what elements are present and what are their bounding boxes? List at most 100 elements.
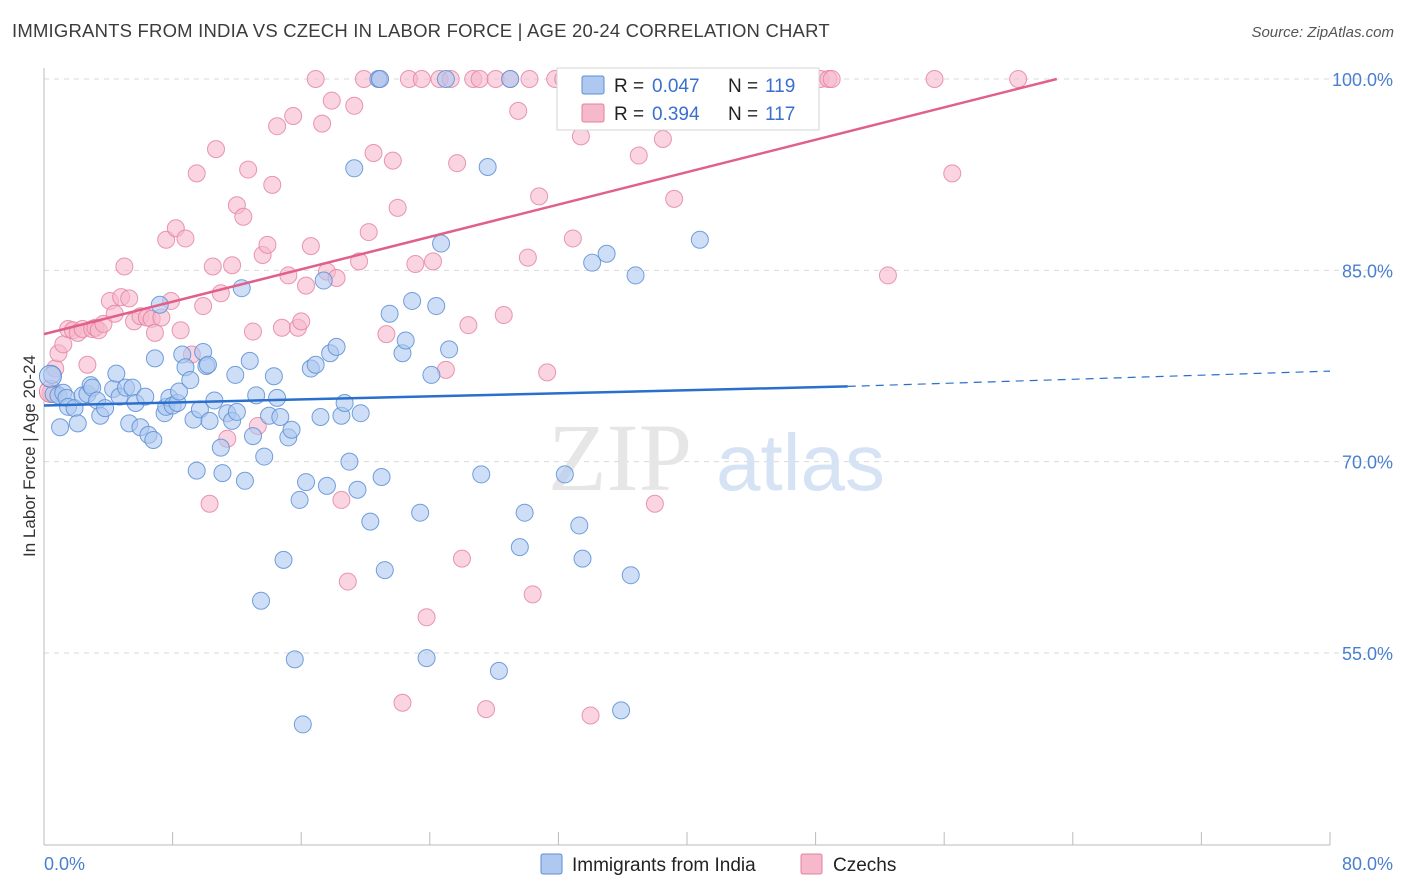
point-india xyxy=(583,253,602,272)
point-india xyxy=(621,566,640,585)
point-czechs xyxy=(424,252,443,271)
point-czechs xyxy=(322,91,341,110)
point-czechs xyxy=(459,316,478,335)
point-czechs xyxy=(350,252,369,271)
point-czechs xyxy=(243,322,262,341)
point-india xyxy=(268,388,287,407)
point-czechs xyxy=(878,266,897,285)
point-india xyxy=(375,561,394,580)
point-czechs xyxy=(284,106,303,125)
legend-r-value-india: 0.047 xyxy=(652,76,700,97)
point-czechs xyxy=(581,706,600,725)
point-india xyxy=(227,402,246,421)
point-czechs xyxy=(417,608,436,627)
point-czechs xyxy=(263,175,282,194)
legend-swatch-india xyxy=(581,75,605,95)
point-india xyxy=(472,465,491,484)
series-india-points xyxy=(38,70,709,734)
trend-line-india-extension xyxy=(847,370,1331,388)
point-czechs xyxy=(359,223,378,242)
legend-n-label-czechs: N = xyxy=(728,104,758,125)
point-czechs xyxy=(925,70,944,88)
point-india xyxy=(501,70,520,88)
y-tick-label: 85.0% xyxy=(1342,261,1393,281)
point-india xyxy=(274,550,293,569)
point-india xyxy=(297,473,316,492)
point-india xyxy=(612,701,631,720)
point-india xyxy=(573,549,592,568)
point-india xyxy=(252,591,271,610)
point-czechs xyxy=(332,490,351,509)
point-india xyxy=(436,70,455,88)
chart-title: IMMIGRANTS FROM INDIA VS CZECH IN LABOR … xyxy=(12,20,830,41)
y-axis-title: In Labor Force | Age 20-24 xyxy=(20,355,39,557)
point-india xyxy=(306,355,325,374)
point-czechs xyxy=(645,494,664,513)
point-india xyxy=(327,337,346,356)
chart-source: Source: ZipAtlas.com xyxy=(1251,24,1394,41)
point-czechs xyxy=(272,318,291,337)
point-india xyxy=(489,661,508,680)
legend-swatch-czechs xyxy=(581,103,605,123)
watermark-zip: ZIP xyxy=(548,404,692,511)
point-czechs xyxy=(388,198,407,217)
point-czechs xyxy=(383,151,402,170)
legend-r-label-india: R = xyxy=(614,76,644,97)
point-czechs xyxy=(313,114,332,133)
legend-n-value-india: 119 xyxy=(765,76,795,97)
point-czechs xyxy=(523,585,542,604)
point-india xyxy=(243,427,262,446)
point-india xyxy=(555,465,574,484)
point-czechs xyxy=(171,321,190,340)
point-czechs xyxy=(518,248,537,267)
point-czechs xyxy=(822,70,841,88)
point-india xyxy=(293,715,312,734)
point-czechs xyxy=(145,323,164,342)
point-india xyxy=(348,480,367,499)
watermark: ZIP atlas xyxy=(548,404,885,511)
point-czechs xyxy=(530,187,549,206)
legend: R = 0.047 N = 119 R = 0.394 N = 117 xyxy=(556,67,820,131)
trend-line-india xyxy=(43,385,848,407)
point-india xyxy=(136,387,155,406)
point-india xyxy=(96,399,115,418)
bottom-legend-swatch-czechs xyxy=(800,853,823,875)
point-india xyxy=(417,649,436,668)
point-czechs xyxy=(78,355,97,374)
point-czechs xyxy=(629,146,648,165)
x-tick-label-max: 80.0% xyxy=(1342,854,1393,874)
x-tick-labels: 0.0% 80.0% xyxy=(44,854,1393,874)
point-india-cluster xyxy=(38,364,62,388)
point-czechs xyxy=(176,229,195,248)
legend-r-label-czechs: R = xyxy=(614,104,644,125)
point-india xyxy=(226,365,245,384)
series-czechs-points xyxy=(38,70,1028,725)
point-czechs xyxy=(520,70,539,88)
point-czechs xyxy=(477,700,496,719)
point-india xyxy=(144,430,163,449)
point-czechs xyxy=(200,494,219,513)
point-czechs xyxy=(115,257,134,276)
point-czechs xyxy=(393,693,412,712)
point-india xyxy=(351,404,370,423)
point-india xyxy=(181,371,200,390)
point-india xyxy=(200,411,219,430)
point-india xyxy=(403,291,422,310)
point-india xyxy=(570,516,589,535)
point-czechs xyxy=(297,276,316,295)
point-india xyxy=(51,418,70,437)
point-india xyxy=(597,244,616,263)
point-czechs xyxy=(301,237,320,256)
point-india xyxy=(380,304,399,323)
point-india xyxy=(626,266,645,285)
point-india xyxy=(107,364,126,383)
point-india xyxy=(372,467,391,486)
point-india xyxy=(290,490,309,509)
point-czechs xyxy=(406,254,425,273)
point-czechs xyxy=(345,96,364,115)
legend-r-value-czechs: 0.394 xyxy=(652,104,700,125)
point-india xyxy=(690,230,709,249)
point-czechs xyxy=(120,289,139,308)
point-czechs xyxy=(207,140,226,159)
trend-line-czechs xyxy=(43,77,1058,336)
